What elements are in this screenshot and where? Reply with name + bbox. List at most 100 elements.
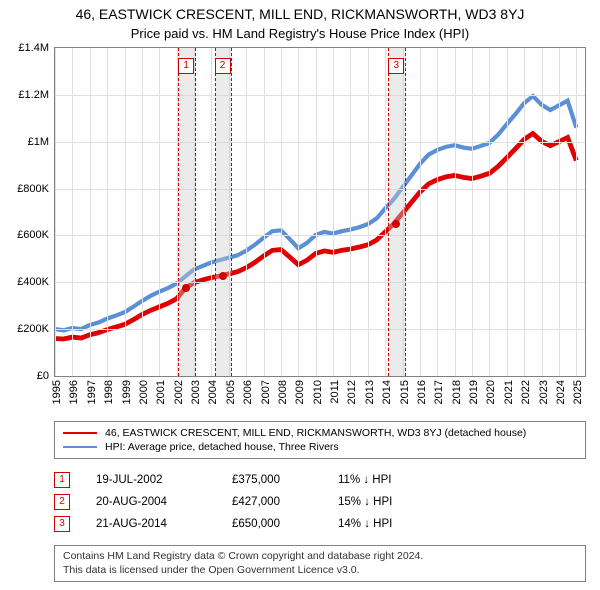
line-layer <box>55 48 585 376</box>
xtick-label: 1995 <box>51 380 63 404</box>
marker-band <box>388 48 406 376</box>
sale-price: £375,000 <box>232 474 312 486</box>
gridline-h <box>55 95 585 96</box>
gridline-v <box>107 48 108 376</box>
xtick-label: 2011 <box>329 380 341 404</box>
gridline-h <box>55 189 585 190</box>
sale-marker-num: 3 <box>54 516 70 532</box>
xtick-label: 1996 <box>68 380 80 404</box>
gridline-v <box>368 48 369 376</box>
marker-dot <box>392 220 400 228</box>
xtick-label: 1998 <box>103 380 115 404</box>
xtick-label: 2006 <box>242 380 254 404</box>
ytick-label: £400K <box>17 276 55 288</box>
legend-box: 46, EASTWICK CRESCENT, MILL END, RICKMAN… <box>54 421 586 459</box>
gridline-v <box>264 48 265 376</box>
xtick-label: 2010 <box>312 380 324 404</box>
chart-container: 46, EASTWICK CRESCENT, MILL END, RICKMAN… <box>0 6 600 582</box>
legend-swatch <box>63 446 97 448</box>
xtick-label: 2001 <box>155 380 167 404</box>
xtick-label: 2002 <box>173 380 185 404</box>
gridline-v <box>350 48 351 376</box>
ytick-label: £800K <box>17 183 55 195</box>
xtick-label: 2009 <box>294 380 306 404</box>
ytick-label: £1M <box>28 136 55 148</box>
sale-date: 21-AUG-2014 <box>96 518 206 530</box>
gridline-v <box>542 48 543 376</box>
gridline-v <box>72 48 73 376</box>
sale-marker-num: 2 <box>54 494 70 510</box>
xtick-label: 2013 <box>364 380 376 404</box>
gridline-h <box>55 329 585 330</box>
xtick-label: 1997 <box>86 380 98 404</box>
gridline-v <box>524 48 525 376</box>
xtick-label: 2005 <box>225 380 237 404</box>
xtick-label: 2022 <box>520 380 532 404</box>
xtick-label: 2015 <box>399 380 411 404</box>
sale-row: 1 19-JUL-2002 £375,000 11% ↓ HPI <box>54 469 586 491</box>
xtick-label: 1999 <box>121 380 133 404</box>
gridline-v <box>142 48 143 376</box>
gridline-v <box>55 48 56 376</box>
gridline-v <box>281 48 282 376</box>
sale-row: 2 20-AUG-2004 £427,000 15% ↓ HPI <box>54 491 586 513</box>
gridline-v <box>316 48 317 376</box>
gridline-v <box>385 48 386 376</box>
plot-area: £0£200K£400K£600K£800K£1M£1.2M£1.4M19951… <box>54 47 586 377</box>
marker-band <box>178 48 196 376</box>
xtick-label: 2024 <box>555 380 567 404</box>
sale-date: 19-JUL-2002 <box>96 474 206 486</box>
sale-row: 3 21-AUG-2014 £650,000 14% ↓ HPI <box>54 513 586 535</box>
chart-title: 46, EASTWICK CRESCENT, MILL END, RICKMAN… <box>0 6 600 22</box>
gridline-h <box>55 235 585 236</box>
xtick-label: 2008 <box>277 380 289 404</box>
gridline-v <box>576 48 577 376</box>
xtick-label: 2023 <box>538 380 550 404</box>
footer-line2: This data is licensed under the Open Gov… <box>63 564 577 578</box>
gridline-v <box>437 48 438 376</box>
marker-band <box>215 48 233 376</box>
legend-label: HPI: Average price, detached house, Thre… <box>105 441 339 453</box>
sale-date: 20-AUG-2004 <box>96 496 206 508</box>
gridline-v <box>90 48 91 376</box>
footer-line1: Contains HM Land Registry data © Crown c… <box>63 550 577 564</box>
chart-subtitle: Price paid vs. HM Land Registry's House … <box>0 26 600 41</box>
gridline-h <box>55 282 585 283</box>
gridline-v <box>507 48 508 376</box>
ytick-label: £600K <box>17 229 55 241</box>
gridline-v <box>559 48 560 376</box>
marker-num: 2 <box>215 58 231 74</box>
legend-row: 46, EASTWICK CRESCENT, MILL END, RICKMAN… <box>63 426 577 440</box>
xtick-label: 2004 <box>207 380 219 404</box>
gridline-h <box>55 142 585 143</box>
legend-swatch <box>63 432 97 434</box>
gridline-v <box>246 48 247 376</box>
xtick-label: 2007 <box>260 380 272 404</box>
gridline-v <box>489 48 490 376</box>
xtick-label: 2018 <box>451 380 463 404</box>
xtick-label: 2017 <box>433 380 445 404</box>
xtick-label: 2003 <box>190 380 202 404</box>
xtick-label: 2016 <box>416 380 428 404</box>
ytick-label: £1.4M <box>18 42 55 54</box>
sale-diff: 14% ↓ HPI <box>338 518 428 530</box>
legend-label: 46, EASTWICK CRESCENT, MILL END, RICKMAN… <box>105 427 526 439</box>
below-chart: 46, EASTWICK CRESCENT, MILL END, RICKMAN… <box>54 421 586 582</box>
xtick-label: 2020 <box>485 380 497 404</box>
ytick-label: £200K <box>17 323 55 335</box>
gridline-v <box>159 48 160 376</box>
marker-dot <box>182 284 190 292</box>
marker-dot <box>219 272 227 280</box>
gridline-v <box>125 48 126 376</box>
marker-num: 1 <box>178 58 194 74</box>
sale-diff: 15% ↓ HPI <box>338 496 428 508</box>
gridline-v <box>472 48 473 376</box>
gridline-v <box>298 48 299 376</box>
xtick-label: 2012 <box>346 380 358 404</box>
footer-box: Contains HM Land Registry data © Crown c… <box>54 545 586 582</box>
ytick-label: £1.2M <box>18 89 55 101</box>
xtick-label: 2019 <box>468 380 480 404</box>
sale-marker-num: 1 <box>54 472 70 488</box>
sale-price: £427,000 <box>232 496 312 508</box>
sale-price: £650,000 <box>232 518 312 530</box>
